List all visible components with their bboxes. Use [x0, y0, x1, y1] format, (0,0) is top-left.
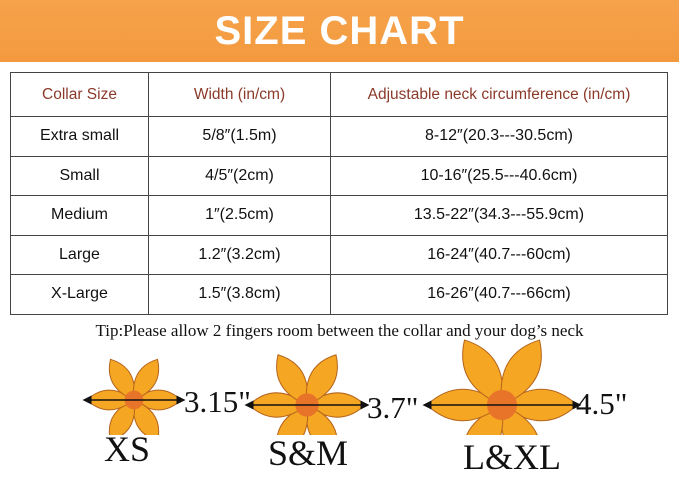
- petal: [108, 358, 136, 401]
- petal: [305, 404, 338, 435]
- size-chart-banner: SIZE CHART: [0, 0, 679, 62]
- header-collar-size: Collar Size: [10, 72, 149, 117]
- cell: 1″(2.5cm): [148, 195, 331, 236]
- cell: Small: [10, 155, 149, 196]
- header-width: Width (in/cm): [148, 72, 331, 117]
- petal: [132, 358, 160, 401]
- table-row: X-Large 1.5″(3.8cm) 16-26″(40.7---66cm): [10, 274, 668, 315]
- cell: 16-24″(40.7---60cm): [330, 234, 668, 275]
- petal: [276, 354, 309, 406]
- flower-xs: [82, 358, 186, 435]
- petal: [462, 404, 504, 435]
- cell: 8-12″(20.3---30.5cm): [330, 116, 668, 157]
- lxl-label: L&XL: [463, 437, 561, 477]
- cell: X-Large: [10, 274, 149, 315]
- cell: 5/8″(1.5m): [148, 116, 331, 157]
- petal: [500, 404, 542, 435]
- header-neck: Adjustable neck circumference (in/cm): [330, 72, 668, 117]
- petal: [276, 404, 309, 435]
- cell: Medium: [10, 195, 149, 236]
- petal: [462, 339, 504, 406]
- petal: [305, 354, 338, 406]
- table-row: Extra small 5/8″(1.5m) 8-12″(20.3---30.5cm…: [10, 116, 668, 157]
- sm-diameter: 3.7": [367, 390, 419, 425]
- lxl-diameter: 4.5": [576, 386, 628, 421]
- cell: 1.5″(3.8cm): [148, 274, 331, 315]
- flower-l-xl: [422, 339, 582, 435]
- cell: 1.2″(3.2cm): [148, 234, 331, 275]
- cell: 16-26″(40.7---66cm): [330, 274, 668, 315]
- cell: 4/5″(2cm): [148, 155, 331, 196]
- size-table: Collar Size Width (in/cm) Adjustable nec…: [10, 72, 668, 315]
- cell: Extra small: [10, 116, 149, 157]
- table-row: Large 1.2″(3.2cm) 16-24″(40.7---60cm): [10, 234, 668, 275]
- cell: 10-16″(25.5---40.6cm): [330, 155, 668, 196]
- petal: [108, 399, 136, 435]
- petal: [132, 399, 160, 435]
- sm-label: S&M: [268, 433, 349, 473]
- banner-title: SIZE CHART: [214, 8, 465, 53]
- table-row: Small 4/5″(2cm) 10-16″(25.5---40.6cm): [10, 155, 668, 196]
- table-header-row: Collar Size Width (in/cm) Adjustable nec…: [10, 72, 668, 117]
- petal: [500, 339, 542, 406]
- cell: Large: [10, 234, 149, 275]
- flower-s-m: [244, 354, 370, 435]
- table-row: Medium 1″(2.5cm) 13.5-22″(34.3---55.9cm): [10, 195, 668, 236]
- cell: 13.5-22″(34.3---55.9cm): [330, 195, 668, 236]
- tip-text: Tip:Please allow 2 fingers room between …: [95, 321, 584, 340]
- xs-diameter: 3.15": [184, 384, 251, 419]
- flower-images: [82, 339, 582, 435]
- xs-label: XS: [104, 429, 151, 469]
